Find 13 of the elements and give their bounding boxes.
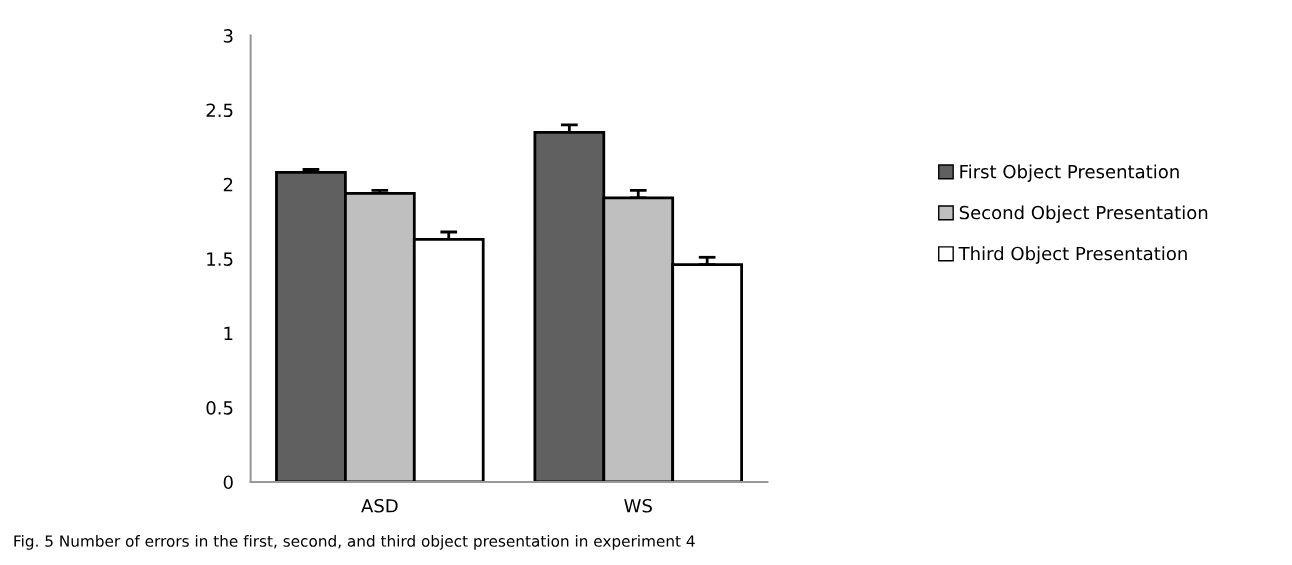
y-tick-label: 2 bbox=[223, 177, 233, 192]
legend-label: Second Object Presentation bbox=[959, 205, 1208, 223]
y-tick-label: 0.5 bbox=[206, 401, 233, 415]
y-tick-label: 2.5 bbox=[206, 103, 233, 118]
x-tick-label: ASD bbox=[361, 498, 398, 513]
y-tick-label: 0 bbox=[223, 475, 233, 490]
y-tick-label: 3 bbox=[223, 29, 233, 43]
x-tick-label: WS bbox=[624, 498, 652, 513]
legend-label: Third Object Presentation bbox=[958, 246, 1187, 264]
caption: Fig. 5 Number of errors in the first, second, and third object presentation in experiment 4 bbox=[14, 535, 695, 550]
y-tick-label: 1 bbox=[224, 326, 233, 341]
y-tick-label: 1.5 bbox=[207, 252, 233, 266]
legend-label: First Object Presentation bbox=[960, 164, 1179, 182]
